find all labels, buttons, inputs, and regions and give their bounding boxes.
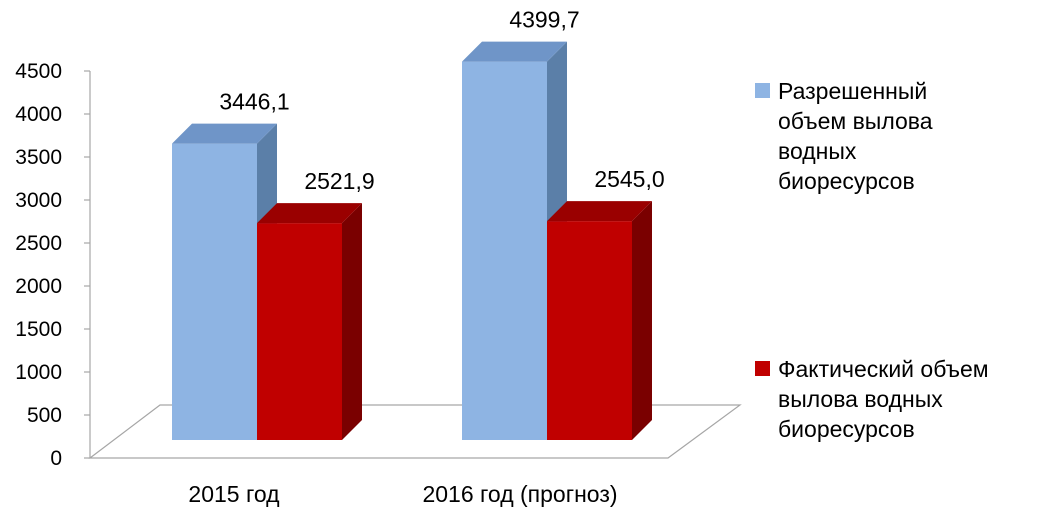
- bar-top: [172, 123, 277, 144]
- x-tick-label: 2016 год (прогноз): [422, 481, 617, 507]
- y-tick-label: 4000: [15, 103, 62, 126]
- y-tick-label: 3500: [15, 146, 62, 169]
- bar-side: [632, 201, 652, 440]
- legend-swatch-actual: [755, 361, 770, 376]
- bar-top: [257, 203, 362, 224]
- data-label: 3446,1: [219, 89, 289, 115]
- data-label: 2545,0: [594, 166, 664, 192]
- x-tick-label: 2015 год: [188, 481, 280, 507]
- legend: Разрешенный объем вылова водных биоресур…: [755, 0, 1037, 511]
- bar-top: [547, 201, 652, 222]
- y-tick-label: 2500: [15, 232, 62, 255]
- legend-label-actual: Фактический объем вылова водных биоресур…: [778, 356, 989, 442]
- y-tick-label: 1000: [15, 361, 62, 384]
- legend-label-allowed: Разрешенный объем вылова водных биоресур…: [778, 78, 933, 194]
- y-tick-label: 3000: [15, 189, 62, 212]
- y-tick-label: 500: [27, 404, 62, 427]
- bar-front: [257, 223, 342, 440]
- chart-floor: [88, 404, 742, 459]
- legend-swatch-allowed: [755, 83, 770, 98]
- bar-top: [462, 41, 567, 62]
- y-tick-label: 2000: [15, 275, 62, 298]
- bar-front: [462, 61, 547, 441]
- y-tick-label: 4500: [15, 60, 62, 83]
- y-tick-label: 0: [50, 447, 62, 470]
- y-tick-label: 1500: [15, 318, 62, 341]
- data-label: 4399,7: [509, 7, 579, 33]
- data-label: 2521,9: [304, 168, 374, 194]
- bar-front: [172, 143, 257, 440]
- bar-actual-0: [257, 203, 362, 440]
- bar-front: [547, 221, 632, 440]
- bar-side: [342, 203, 362, 440]
- bar-actual-1: [547, 201, 652, 440]
